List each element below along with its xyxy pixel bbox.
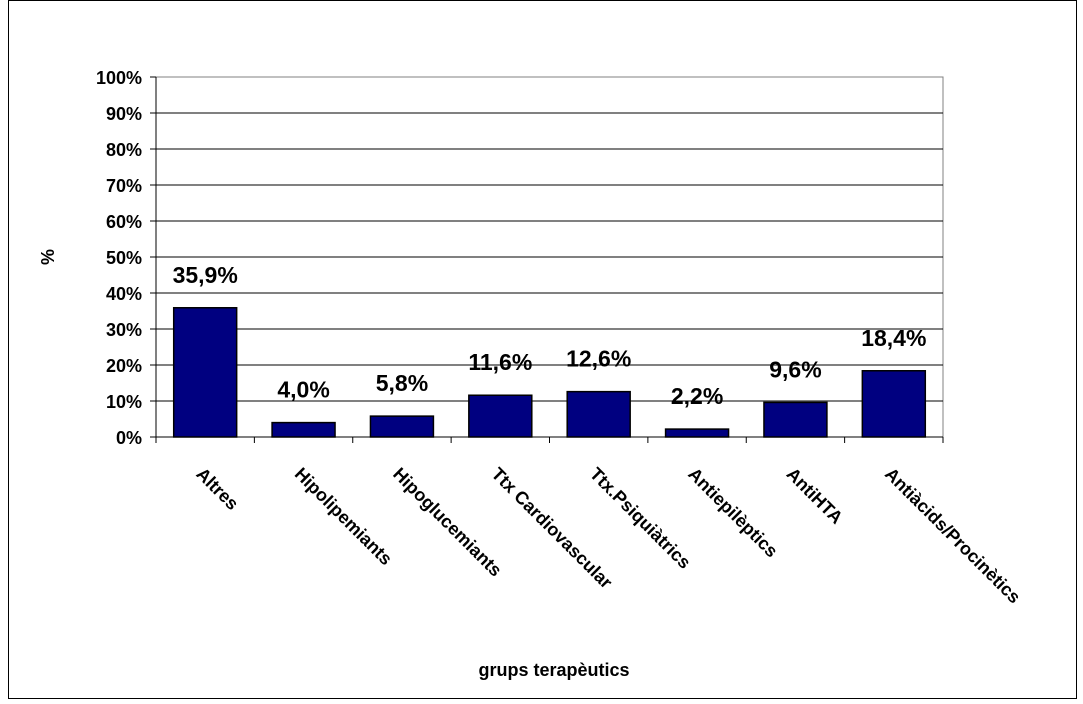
y-axis-title: % — [38, 249, 58, 265]
bar — [172, 307, 238, 438]
y-tick-label: 70% — [106, 176, 142, 196]
y-tick-label: 60% — [106, 212, 142, 232]
data-label: 5,8% — [376, 370, 428, 396]
data-label: 4,0% — [277, 377, 329, 403]
y-tick-label: 40% — [106, 284, 142, 304]
x-category-label: Hipoglucemiants — [389, 464, 506, 581]
y-tick-label: 90% — [106, 104, 142, 124]
data-label: 11,6% — [468, 349, 532, 375]
y-tick-label: 30% — [106, 320, 142, 340]
bar — [664, 428, 730, 438]
y-tick-label: 20% — [106, 356, 142, 376]
x-axis-title: grups terapèutics — [478, 660, 629, 680]
bar — [763, 401, 828, 438]
x-category-label: AntiHTA — [783, 464, 847, 528]
data-label: 18,4% — [861, 325, 926, 351]
x-category-label: Hipolipemiants — [291, 464, 396, 569]
data-label: 2,2% — [671, 383, 723, 409]
bar — [369, 415, 435, 438]
bar — [566, 390, 631, 438]
y-tick-label: 80% — [106, 140, 142, 160]
bar — [468, 394, 533, 438]
x-category-label: Ttx.Psiquiàtrics — [586, 464, 695, 573]
data-label: 9,6% — [769, 356, 821, 382]
x-category-label: Antiepilèptics — [684, 464, 782, 562]
bar — [861, 370, 927, 438]
data-label: 35,9% — [173, 262, 238, 288]
y-tick-label: 0% — [116, 428, 142, 448]
data-label: 12,6% — [566, 346, 631, 372]
x-category-label: Altres — [192, 464, 242, 514]
bar — [271, 421, 336, 438]
y-tick-label: 100% — [96, 68, 142, 88]
x-category-label: Antiàcids/Procinètics — [881, 464, 1025, 608]
y-tick-label: 10% — [106, 392, 142, 412]
y-tick-label: 50% — [106, 248, 142, 268]
